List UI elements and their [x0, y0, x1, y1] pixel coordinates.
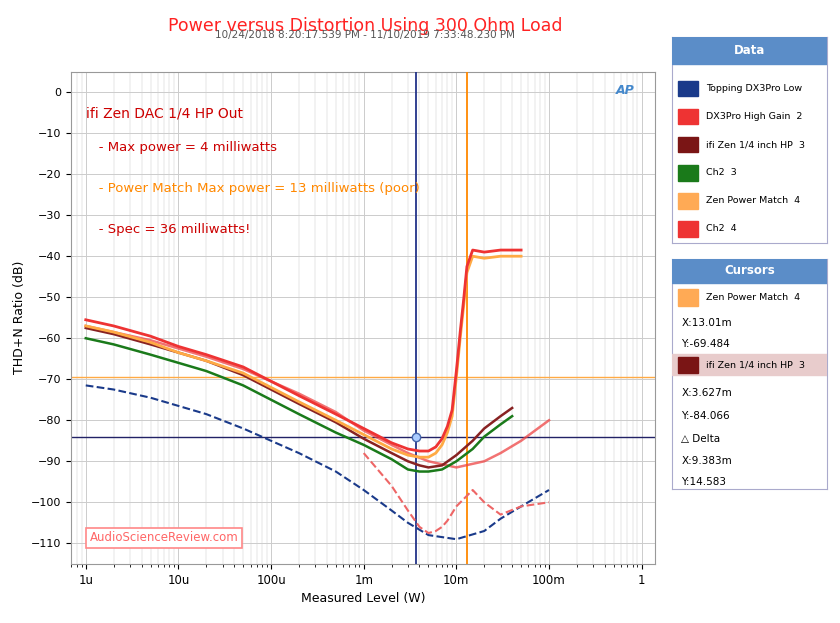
Text: Zen Power Match  4: Zen Power Match 4	[706, 196, 801, 206]
Bar	[672, 354, 827, 375]
Bar	[678, 356, 698, 373]
Text: Topping DX3Pro Low: Topping DX3Pro Low	[706, 84, 802, 93]
Text: X:3.627m: X:3.627m	[681, 388, 732, 398]
Text: Y:14.583: Y:14.583	[681, 477, 727, 487]
Text: ifi Zen DAC 1/4 HP Out: ifi Zen DAC 1/4 HP Out	[86, 107, 243, 120]
Text: Ch2  4: Ch2 4	[706, 224, 737, 234]
Text: DX3Pro High Gain  2: DX3Pro High Gain 2	[706, 112, 802, 121]
Text: - Spec = 36 milliwatts!: - Spec = 36 milliwatts!	[86, 224, 250, 236]
Bar	[678, 221, 698, 237]
FancyBboxPatch shape	[672, 37, 827, 64]
Text: Power versus Distortion Using 300 Ohm Load: Power versus Distortion Using 300 Ohm Lo…	[168, 17, 563, 36]
Text: Ch2  3: Ch2 3	[706, 168, 737, 177]
Text: ifi Zen 1/4 inch HP  3: ifi Zen 1/4 inch HP 3	[706, 360, 806, 369]
Bar	[678, 109, 698, 125]
Text: - Power Match Max power = 13 milliwatts (poor): - Power Match Max power = 13 milliwatts …	[86, 183, 419, 196]
Text: X:9.383m: X:9.383m	[681, 457, 732, 467]
Text: Y:-69.484: Y:-69.484	[681, 339, 730, 349]
Text: AP: AP	[616, 84, 635, 97]
Bar	[678, 193, 698, 209]
Text: ifi Zen 1/4 inch HP  3: ifi Zen 1/4 inch HP 3	[706, 140, 806, 149]
Bar	[678, 289, 698, 306]
Bar	[678, 80, 698, 96]
Text: Cursors: Cursors	[724, 264, 775, 277]
Y-axis label: THD+N Ratio (dB): THD+N Ratio (dB)	[13, 261, 26, 374]
Text: AudioScienceReview.com: AudioScienceReview.com	[90, 531, 239, 545]
Text: - Max power = 4 milliwatts: - Max power = 4 milliwatts	[86, 141, 276, 155]
Text: Y:-84.066: Y:-84.066	[681, 411, 730, 421]
Text: X:13.01m: X:13.01m	[681, 318, 732, 328]
Bar	[678, 137, 698, 153]
Bar	[678, 165, 698, 181]
Text: Zen Power Match  4: Zen Power Match 4	[706, 293, 801, 302]
X-axis label: Measured Level (W): Measured Level (W)	[301, 592, 426, 605]
Text: Data: Data	[734, 44, 765, 57]
Text: 10/24/2018 8:20:17.539 PM - 11/10/2019 7:33:48.230 PM: 10/24/2018 8:20:17.539 PM - 11/10/2019 7…	[215, 30, 516, 40]
FancyBboxPatch shape	[672, 259, 827, 283]
Text: △ Delta: △ Delta	[681, 434, 721, 444]
